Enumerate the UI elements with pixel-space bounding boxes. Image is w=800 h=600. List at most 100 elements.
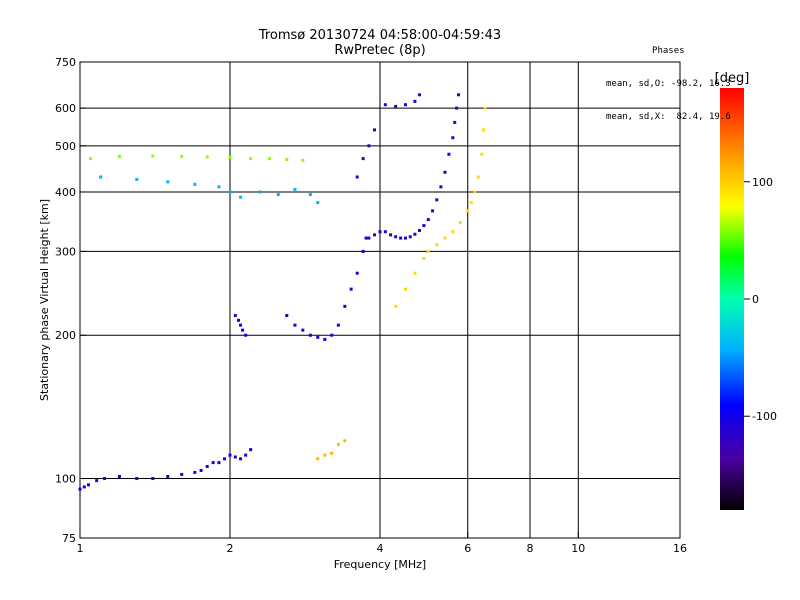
data-point [481,128,485,132]
data-point [117,474,121,478]
y-tick-label: 750 [55,56,76,69]
data-point [86,483,90,487]
data-point [457,93,461,97]
data-point [361,249,365,253]
data-point [417,228,421,232]
colorbar-label: [deg] [715,71,750,86]
data-point [217,185,221,189]
colorbar [720,88,744,510]
data-point [422,256,426,260]
data-point [258,190,262,194]
data-point [466,209,470,213]
y-tick-label: 600 [55,102,76,115]
y-tick-label: 100 [55,473,76,486]
data-point [455,106,459,110]
data-point [422,224,426,228]
data-point [308,193,312,197]
colorbar-ticks: -100 0 100 [744,176,777,423]
data-point [285,314,289,318]
data-point [249,157,253,161]
x-tick-label: 2 [227,542,234,555]
data-point [193,182,197,186]
plot-area [79,61,681,539]
data-point [293,187,297,191]
data-point [417,93,421,97]
data-point [443,170,447,174]
data-point [249,448,253,452]
data-point [244,453,248,457]
data-point [267,157,271,161]
data-point [301,158,305,162]
data-point [82,485,86,489]
data-point [78,487,82,491]
data-point [408,235,412,239]
data-point [443,236,447,240]
data-point [403,103,407,107]
data-point [355,175,359,179]
data-point [403,287,407,291]
data-point [458,221,462,225]
data-point [205,155,209,159]
data-point [103,477,107,481]
data-point [211,461,215,465]
x-tick-label: 10 [571,542,585,555]
data-point [451,136,455,140]
data-point [373,128,377,132]
data-point [476,175,480,179]
stats-heading: Phases [652,46,685,56]
phase-stats: Phases mean, sd,O: -98.2, 16.3 mean, sd,… [606,24,731,134]
data-point [180,154,184,158]
data-point [355,271,359,275]
x-tick-label: 16 [673,542,687,555]
data-point [383,230,387,234]
data-point [244,333,248,337]
y-axis-label: Stationary phase Virtual Height [km] [38,199,51,401]
data-point [316,335,320,339]
axes: 1 2 4 6 8 10 16 75 100 200 300 400 500 600 750 [55,56,687,555]
data-point [426,218,430,222]
data-point [451,230,455,234]
title-line-2: RwPretec (8p) [334,43,426,58]
x-axis-label: Frequency [MHz] [334,558,426,571]
data-point [276,193,280,197]
data-point [135,477,139,481]
data-point [439,185,443,189]
data-point [336,442,340,446]
data-point [389,233,393,237]
data-point [483,106,487,110]
data-point [343,439,347,443]
data-point [239,457,243,461]
data-point [166,474,170,478]
data-point [228,155,232,159]
data-point [343,304,347,308]
data-point [301,328,305,332]
data-point [239,323,243,327]
colorbar-tick-label: 0 [752,293,759,306]
data-point [316,201,320,205]
data-point [367,144,371,148]
colorbar-tick-label: -100 [752,410,777,423]
data-point [447,152,451,156]
data-point [323,453,327,457]
data-point [241,328,245,332]
data-point [330,333,334,337]
data-point [223,457,227,461]
stats-o-mode: mean, sd,O: -98.2, 16.3 [606,79,731,89]
data-point [233,455,237,459]
x-tick-label: 8 [527,542,534,555]
data-point [166,180,170,184]
data-point [236,318,240,322]
data-point [453,120,457,124]
data-point [367,236,371,240]
data-point [378,230,382,234]
data-point [361,157,365,161]
y-tick-label: 500 [55,140,76,153]
data-point [293,323,297,327]
data-point [217,461,221,465]
data-point [285,157,289,161]
x-tick-label: 4 [377,542,384,555]
data-point [383,103,387,107]
data-point [403,236,407,240]
data-point [426,249,430,253]
